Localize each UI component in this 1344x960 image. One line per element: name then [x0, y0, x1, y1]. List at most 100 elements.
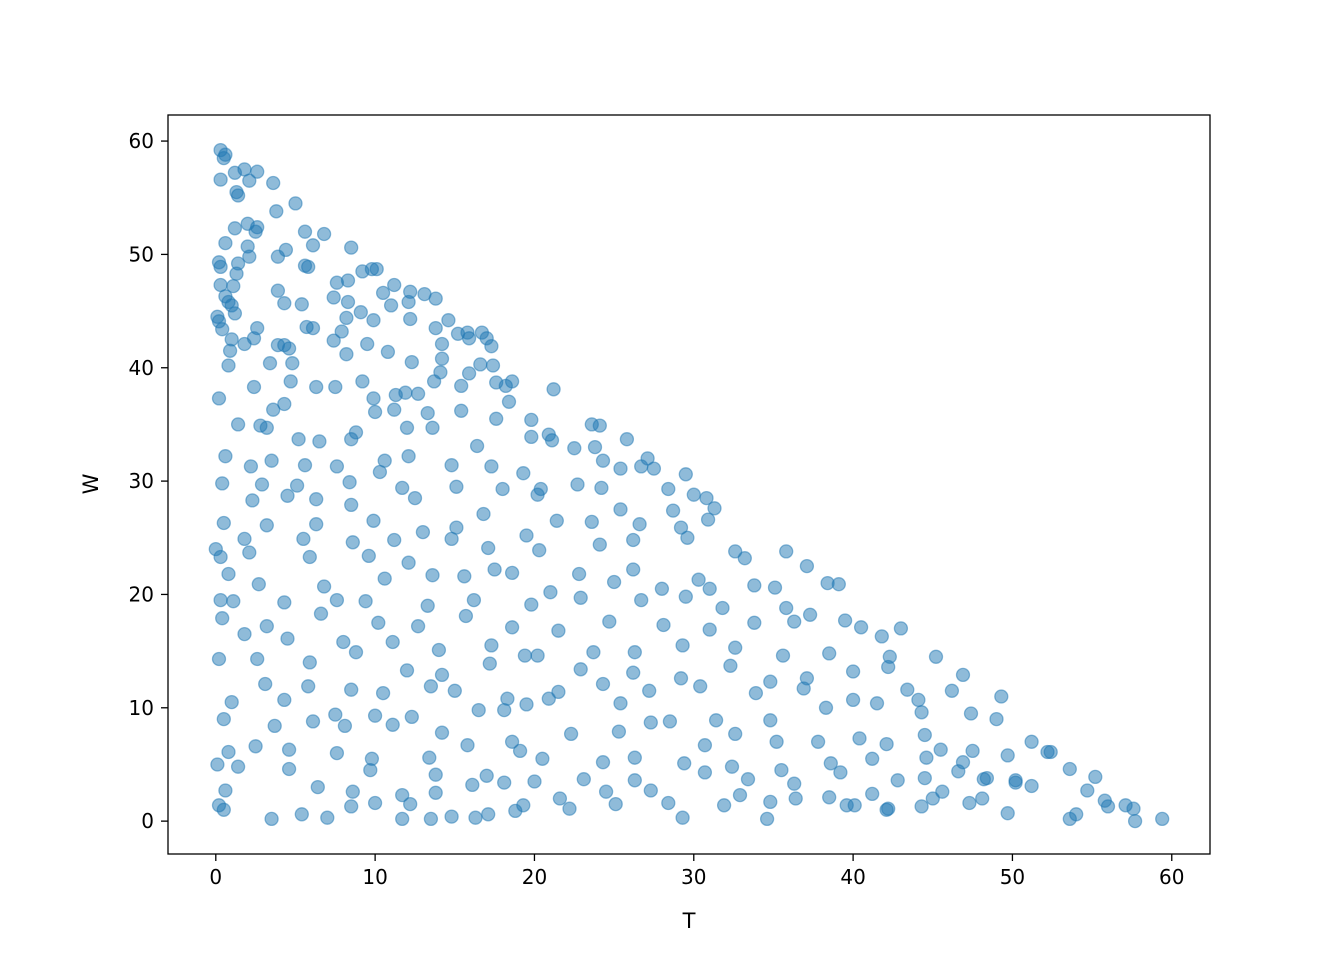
data-point: [626, 562, 641, 577]
data-point: [1097, 793, 1112, 808]
data-point: [962, 795, 977, 811]
data-point: [281, 341, 297, 356]
data-point: [524, 412, 539, 428]
data-point: [371, 615, 386, 630]
data-point: [345, 784, 360, 799]
data-point: [278, 242, 294, 258]
data-point: [266, 175, 281, 191]
data-point: [737, 551, 752, 566]
data-point: [646, 461, 662, 476]
data-point: [673, 671, 689, 686]
data-point: [428, 785, 443, 800]
data-point: [337, 718, 353, 734]
data-point: [613, 696, 628, 711]
data-point: [340, 294, 356, 310]
data-point: [218, 783, 233, 798]
y-tick-label: 20: [129, 582, 154, 606]
data-point: [837, 613, 853, 628]
data-point: [403, 311, 418, 327]
data-point: [367, 708, 383, 723]
data-point: [549, 513, 564, 528]
data-point: [928, 649, 944, 664]
data-point: [551, 684, 566, 700]
data-point: [822, 646, 837, 661]
data-point: [573, 662, 588, 677]
data-point: [264, 811, 279, 827]
y-tick-label: 10: [129, 696, 154, 720]
data-point: [516, 798, 531, 813]
data-point: [312, 434, 327, 449]
data-point: [594, 480, 609, 496]
data-point: [449, 479, 464, 494]
y-tick-label: 60: [129, 129, 154, 153]
data-point: [473, 357, 488, 372]
data-point: [403, 796, 418, 812]
y-tick-label: 30: [129, 469, 154, 493]
data-point: [917, 770, 932, 786]
data-point: [422, 750, 437, 765]
data-point: [519, 697, 534, 712]
data-point: [699, 490, 714, 506]
data-point: [925, 791, 940, 806]
data-point: [385, 634, 400, 650]
data-point: [367, 404, 383, 420]
data-point: [387, 277, 402, 293]
data-point: [831, 577, 846, 592]
data-point: [465, 777, 480, 793]
data-point: [294, 807, 309, 822]
data-point: [481, 807, 496, 822]
data-point: [215, 322, 230, 337]
data-point: [975, 791, 990, 806]
data-point: [833, 765, 848, 780]
data-point: [740, 772, 756, 787]
data-point: [466, 592, 482, 608]
data-point: [697, 738, 713, 753]
data-point: [619, 432, 635, 447]
data-point: [383, 298, 399, 313]
data-point: [283, 374, 298, 389]
data-point: [571, 566, 587, 582]
data-point: [454, 378, 469, 394]
data-point: [497, 702, 512, 718]
data-point: [339, 347, 354, 362]
data-point: [769, 734, 784, 749]
data-point: [796, 681, 811, 696]
data-point: [328, 379, 343, 395]
data-point: [366, 313, 381, 328]
data-point: [1069, 807, 1084, 822]
data-point: [375, 685, 391, 701]
data-point: [541, 691, 556, 706]
data-point: [602, 614, 617, 629]
data-point: [254, 477, 270, 492]
data-point: [535, 751, 550, 766]
data-point: [1062, 761, 1077, 777]
data-point: [428, 291, 443, 306]
data-point: [469, 438, 485, 454]
data-point: [787, 776, 802, 791]
data-point: [626, 532, 641, 548]
data-point: [847, 798, 862, 813]
data-point: [1127, 813, 1143, 829]
data-point: [302, 549, 317, 565]
data-point: [584, 514, 599, 530]
data-point: [693, 679, 708, 694]
data-point: [512, 743, 528, 759]
data-point: [434, 336, 450, 352]
data-point: [216, 711, 231, 727]
data-point: [675, 810, 690, 825]
data-point: [259, 518, 274, 533]
data-point: [576, 772, 591, 787]
data-point: [242, 249, 257, 264]
data-point: [919, 750, 934, 765]
data-point: [595, 676, 611, 692]
data-point: [366, 391, 381, 406]
data-point: [1088, 769, 1103, 785]
data-point: [708, 713, 724, 728]
data-point: [336, 634, 351, 650]
data-point: [277, 296, 292, 311]
data-point: [890, 773, 905, 788]
data-point: [305, 714, 321, 729]
data-point: [656, 617, 671, 633]
plot-frame: [167, 114, 1211, 855]
data-point: [385, 717, 400, 732]
